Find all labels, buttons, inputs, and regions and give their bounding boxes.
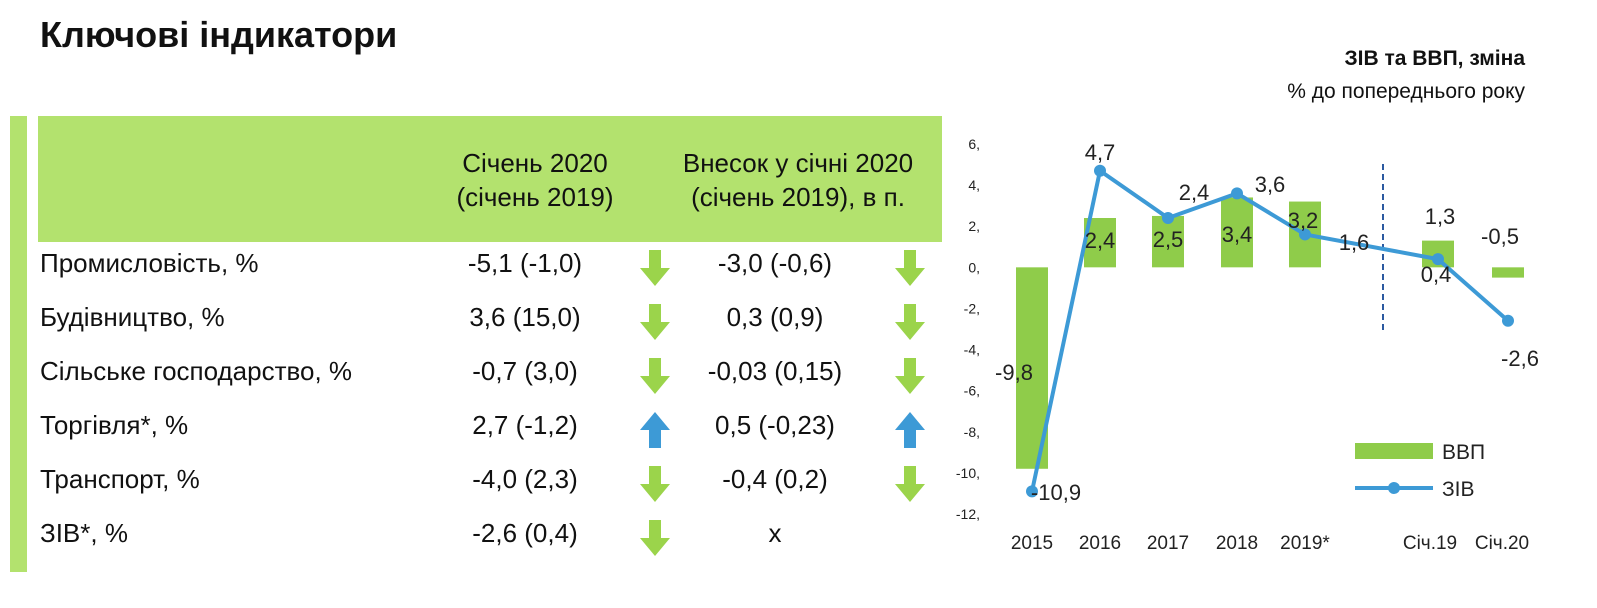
legend-label-ziv: ЗІВ (1442, 478, 1475, 501)
arrow-up-icon (640, 412, 670, 448)
page-title: Ключові індикатори (40, 14, 398, 55)
column-header-contribution: Внесок у січні 2020 (січень 2019), в п. (650, 146, 946, 214)
row-label: Транспорт, % (40, 464, 200, 494)
arrow-down-icon (640, 466, 670, 502)
legend-label-gdp: ВВП (1442, 441, 1485, 464)
column-header-line2: (січень 2019), в п. (691, 182, 905, 212)
row-contribution: -0,03 (0,15) (707, 356, 843, 386)
line-data-label: 4,7 (1085, 140, 1116, 165)
arrow-up-icon (895, 412, 925, 448)
point-ziv (1026, 485, 1038, 498)
y-tick-label: -4, (964, 342, 980, 358)
x-tick-label: 2015 (1011, 533, 1053, 554)
row-contribution: 0,3 (0,9) (726, 302, 824, 332)
row-value: 2,7 (-1,2) (472, 410, 578, 440)
bar-gdp (1221, 197, 1253, 268)
row-contribution: x (768, 518, 782, 548)
point-ziv (1162, 212, 1174, 224)
gdp-ziv-chart: 6, 4, 2, 0, -2, -4, -6, -8, -10, -12, -9,8 2,4 2,5 3,… (956, 136, 1539, 554)
line-data-label: -2,6 (1501, 346, 1539, 371)
bar-data-label: 2,5 (1153, 227, 1184, 252)
point-ziv (1502, 314, 1514, 327)
y-tick-label: 4, (968, 177, 980, 193)
y-tick-label: 6, (968, 136, 980, 152)
y-tick-label: -12, (956, 506, 980, 522)
bar-data-label: 1,3 (1425, 204, 1456, 229)
line-data-label: 3,6 (1255, 172, 1286, 197)
legend-swatch-gdp (1355, 443, 1433, 459)
row-label: Будівництво, % (40, 302, 225, 332)
legend-marker-ziv (1388, 482, 1400, 494)
row-label: Сільське господарство, % (40, 356, 353, 386)
y-tick-label: -2, (964, 300, 980, 316)
y-tick-label: 0, (968, 259, 980, 275)
row-label: ЗІВ*, % (40, 518, 128, 548)
y-tick-label: 2, (968, 218, 980, 234)
arrow-down-icon (640, 304, 670, 340)
x-tick-label: 2019* (1280, 533, 1330, 554)
row-value: -5,1 (-1,0) (467, 248, 583, 278)
line-data-label: -10,9 (1031, 480, 1081, 505)
table-header (38, 116, 942, 242)
row-contribution: -0,4 (0,2) (722, 464, 828, 494)
chart-title: ЗІВ та ВВП, зміна (1344, 47, 1525, 70)
arrow-down-icon (640, 520, 670, 556)
x-tick-label: 2018 (1216, 533, 1258, 554)
x-tick-label: 2016 (1079, 533, 1121, 554)
row-value: -0,7 (3,0) (472, 356, 578, 386)
x-tick-label: Січ.20 (1475, 533, 1529, 554)
y-tick-label: -10, (956, 465, 980, 481)
y-tick-label: -8, (964, 424, 980, 440)
bar-gdp (1152, 215, 1184, 268)
chart-subtitle: % до попереднього року (1287, 80, 1525, 103)
row-contribution: 0,5 (-0,23) (715, 410, 835, 440)
point-ziv (1231, 187, 1243, 200)
y-tick-label: -6, (964, 383, 980, 399)
arrow-down-icon (895, 466, 925, 502)
arrow-down-icon (895, 304, 925, 340)
point-ziv (1432, 253, 1444, 266)
accent-bar (10, 116, 27, 572)
column-header-line1: Внесок у січні 2020 (682, 148, 914, 178)
line-data-label: 1,6 (1339, 230, 1370, 255)
bar-data-label: 3,4 (1222, 222, 1253, 247)
arrow-down-icon (640, 358, 670, 394)
x-tick-label: Січ.19 (1403, 533, 1457, 554)
column-header-line1: Січень 2020 (462, 148, 608, 178)
arrow-down-icon (640, 250, 670, 286)
column-header-january: Січень 2020 (січень 2019) (420, 146, 650, 214)
row-contribution: -3,0 (-0,6) (717, 248, 833, 278)
row-value: -4,0 (2,3) (472, 464, 578, 494)
row-label: Промисловість, % (40, 248, 259, 278)
row-label: Торгівля*, % (40, 410, 189, 440)
bar-gdp (1492, 267, 1524, 278)
row-value: -2,6 (0,4) (472, 518, 578, 548)
arrow-down-icon (895, 250, 925, 286)
row-value: 3,6 (15,0) (469, 302, 581, 332)
point-ziv (1094, 164, 1106, 177)
bar-data-label: -9,8 (995, 360, 1033, 385)
x-tick-label: 2017 (1147, 533, 1189, 554)
column-header-line2: (січень 2019) (456, 182, 614, 212)
line-data-label: 0,4 (1421, 262, 1452, 287)
bar-data-label: 2,4 (1085, 228, 1116, 253)
line-data-label: 2,4 (1179, 180, 1210, 205)
bar-data-label: -0,5 (1481, 224, 1519, 249)
arrow-down-icon (895, 358, 925, 394)
point-ziv (1299, 228, 1311, 241)
bar-data-label: 3,2 (1288, 208, 1319, 233)
